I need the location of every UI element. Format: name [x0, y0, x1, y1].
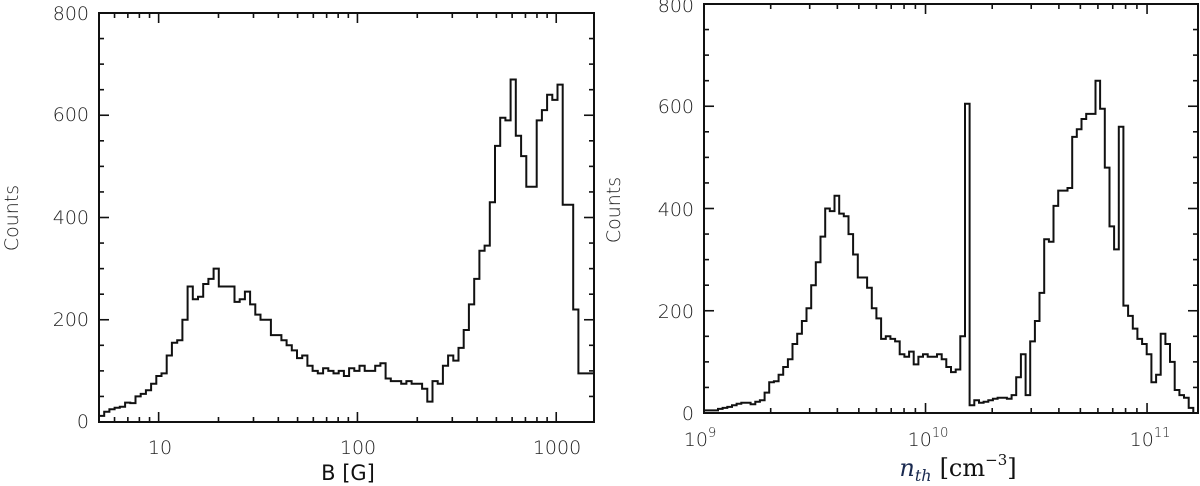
- left-ytick-800: 800: [53, 3, 89, 25]
- right-xtick-1e9: 109: [684, 426, 716, 451]
- right-histogram-panel: 0 200 400 600 800 109 1010 1011 nth [cm−3…: [603, 0, 1199, 485]
- left-x-tick-labels: 10 100 1000: [148, 437, 581, 459]
- left-ytick-0: 0: [77, 411, 89, 433]
- right-xtick-1e10: 1010: [908, 426, 949, 451]
- left-xtick-100: 100: [340, 437, 376, 459]
- left-xtick-10: 10: [148, 437, 172, 459]
- left-histogram-panel: 0 200 400 600 800 10 100 1000 B [G] Coun…: [1, 3, 595, 485]
- left-x-axis-title: B [G]: [321, 461, 375, 485]
- left-ytick-200: 200: [53, 309, 89, 331]
- right-ytick-800: 800: [658, 0, 694, 17]
- right-x-tick-labels: 109 1010 1011: [684, 426, 1171, 451]
- left-y-axis-title: Counts: [1, 185, 23, 251]
- left-ytick-600: 600: [53, 104, 89, 126]
- right-histogram-line: [703, 79, 1198, 414]
- right-y-axis-title: Counts: [603, 177, 625, 243]
- left-histogram-line: [98, 78, 595, 422]
- right-ytick-0: 0: [682, 403, 694, 425]
- left-plot-frame: [98, 12, 595, 423]
- right-y-tick-labels: 0 200 400 600 800: [658, 0, 694, 425]
- left-ytick-400: 400: [53, 207, 89, 229]
- right-x-axis-title: nth [cm−3]: [899, 451, 1016, 485]
- right-ytick-600: 600: [658, 96, 694, 118]
- right-ytick-400: 400: [658, 199, 694, 221]
- left-y-tick-labels: 0 200 400 600 800: [53, 3, 89, 433]
- right-ytick-200: 200: [658, 301, 694, 323]
- right-xtick-1e11: 1011: [1130, 426, 1171, 451]
- left-axis-ticks: [99, 12, 594, 423]
- right-axis-ticks: [703, 3, 1198, 414]
- left-xtick-1000: 1000: [533, 437, 581, 459]
